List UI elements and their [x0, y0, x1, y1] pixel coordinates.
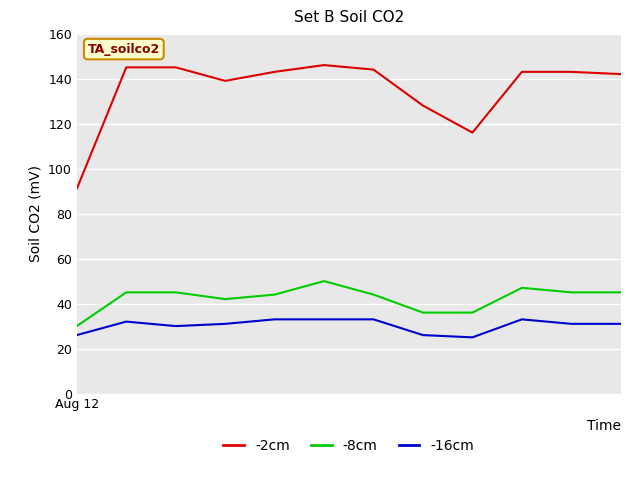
Title: Set B Soil CO2: Set B Soil CO2: [294, 11, 404, 25]
Text: TA_soilco2: TA_soilco2: [88, 43, 160, 56]
Text: Time: Time: [587, 419, 621, 433]
Y-axis label: Soil CO2 (mV): Soil CO2 (mV): [29, 165, 42, 262]
Legend: -2cm, -8cm, -16cm: -2cm, -8cm, -16cm: [218, 433, 480, 459]
